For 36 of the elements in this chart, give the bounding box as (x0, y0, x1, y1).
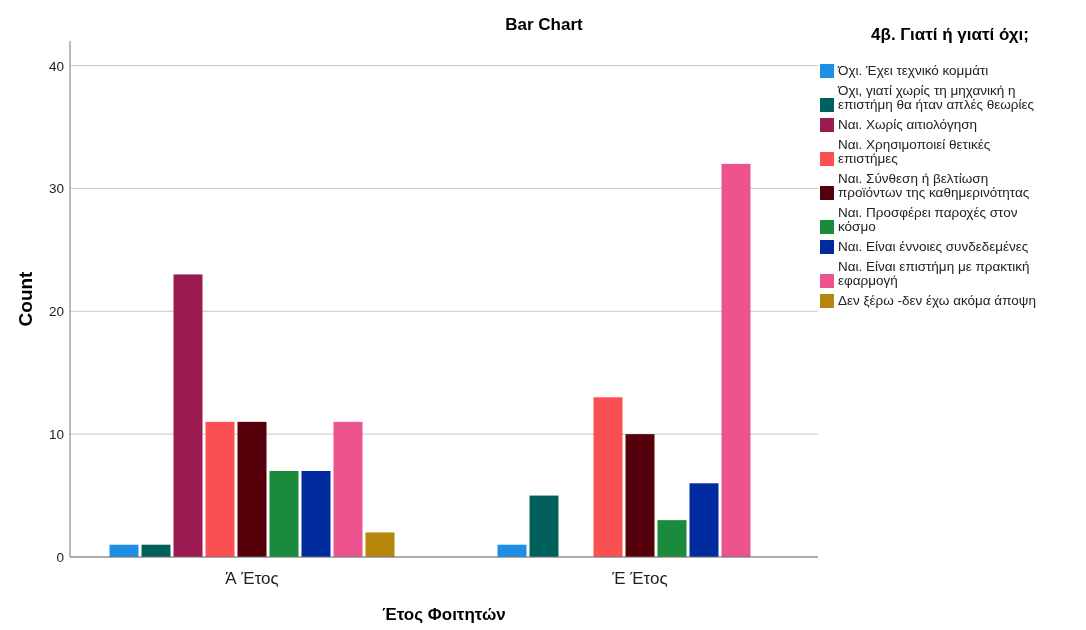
legend-title: 4β. Γιατί ή γιατί όχι; (871, 25, 1029, 44)
legend-label: Ναι. Προσφέρει παροχές στον κόσμο (838, 205, 1018, 234)
y-tick-label: 40 (48, 58, 64, 74)
y-tick-label: 10 (48, 427, 64, 443)
bar (365, 532, 395, 557)
bar (333, 421, 363, 557)
bar (689, 483, 719, 557)
bar (141, 544, 171, 557)
bar (721, 163, 751, 557)
bar (497, 544, 527, 557)
x-tick-label: Έ Έτος (611, 569, 668, 588)
y-tick-label: 20 (48, 304, 64, 320)
bar (625, 434, 655, 557)
bar (205, 421, 235, 557)
legend-label: Ναι. Σύνθεση ή βελτίωση προϊόντων της καθημερινότητας (838, 171, 1030, 200)
x-tick-label: Ά Έτος (225, 569, 279, 588)
bar (173, 274, 203, 557)
legend-label: Ναι. Χρησιμοποιεί θετικές επιστήμες (838, 137, 991, 166)
bar (301, 471, 331, 557)
bar (657, 520, 687, 557)
legend-label: Όχι, γιατί χωρίς τη μηχανική η επιστήμη θα ήταν απλές θεωρίες (837, 83, 1035, 112)
legend-label: Ναι. Είναι επιστήμη με πρακτική εφαρμογή (838, 259, 1030, 288)
y-axis-title: Count (15, 270, 36, 327)
bar (269, 471, 299, 557)
x-axis-title: Έτος Φοιτητών (382, 605, 506, 624)
y-tick-label: 0 (56, 550, 64, 565)
legend-label: Δεν ξέρω -δεν έχω ακόμα άποψη (838, 293, 1036, 308)
bar (109, 544, 139, 557)
legend-label: Όχι. Έχει τεχνικό κομμάτι (837, 63, 989, 78)
legend-label: Ναι. Είναι έννοιες συνδεδεμένες (838, 239, 1029, 254)
bar (593, 397, 623, 557)
bar (237, 421, 267, 557)
y-tick-label: 30 (48, 181, 64, 197)
chart-title: Bar Chart (505, 15, 584, 34)
bar (529, 495, 559, 557)
legend-label: Ναι. Χωρίς αιτιολόγηση (838, 117, 978, 132)
